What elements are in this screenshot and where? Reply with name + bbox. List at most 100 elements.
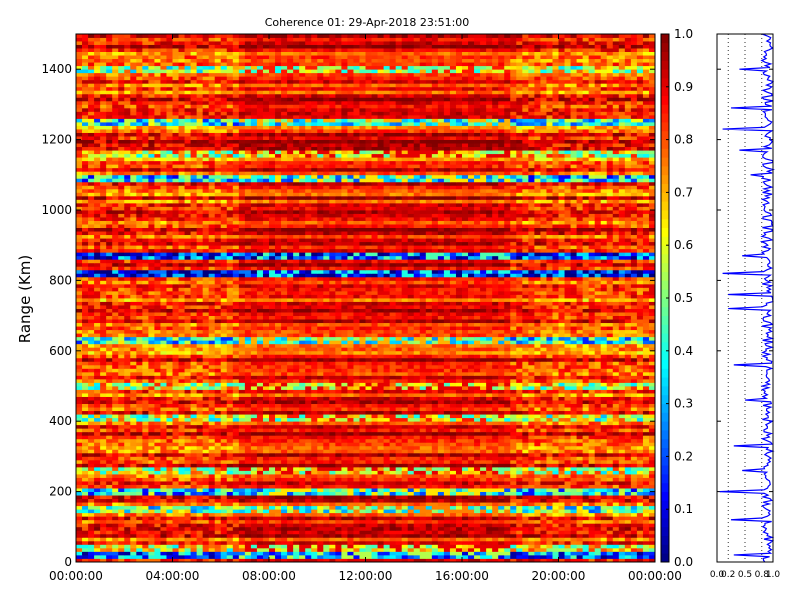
heatmap-cell: [486, 403, 493, 408]
heatmap-cell: [202, 417, 210, 422]
heatmap-cell: [377, 512, 384, 517]
heatmap-cell: [118, 558, 125, 563]
heatmap-cell: [76, 523, 83, 528]
heatmap-cell: [516, 378, 523, 383]
heatmap-cell: [172, 526, 179, 531]
heatmap-cell: [510, 396, 517, 401]
heatmap-cell: [504, 435, 511, 440]
heatmap-cell: [594, 414, 602, 419]
heatmap-cell: [100, 442, 107, 447]
heatmap-cell: [76, 481, 83, 485]
heatmap-cell: [299, 424, 306, 429]
heatmap-cell: [118, 410, 125, 415]
heatmap-cell: [395, 424, 403, 429]
heatmap-cell: [642, 523, 650, 528]
heatmap-cell: [281, 540, 288, 545]
heatmap-cell: [275, 410, 282, 415]
heatmap-cell: [437, 551, 445, 556]
heatmap-cell: [534, 396, 541, 401]
chart-title: Coherence 01: 29-Apr-2018 23:51:00: [265, 16, 470, 29]
heatmap-cell: [178, 491, 185, 496]
heatmap-cell: [570, 502, 577, 507]
heatmap-cell: [214, 530, 222, 535]
heatmap-cell: [124, 442, 131, 447]
heatmap-cell: [462, 386, 469, 390]
heatmap-cell: [136, 481, 143, 485]
heatmap-cell: [516, 463, 523, 468]
heatmap-cell: [588, 445, 596, 450]
heatmap-cell: [220, 533, 228, 538]
heatmap-cell: [190, 484, 198, 489]
heatmap-cell: [588, 459, 596, 464]
heatmap-cell: [106, 400, 113, 404]
heatmap-cell: [377, 502, 384, 507]
heatmap-cell: [431, 438, 439, 443]
heatmap-cell: [311, 431, 318, 436]
heatmap-cell: [648, 407, 656, 412]
heatmap-cell: [383, 459, 391, 464]
heatmap-cell: [311, 502, 318, 507]
heatmap-cell: [407, 428, 415, 433]
heatmap-cell: [389, 558, 397, 563]
heatmap-cell: [486, 470, 493, 475]
heatmap-cell: [347, 495, 354, 500]
heatmap-cell: [642, 445, 650, 450]
heatmap-cell: [395, 540, 403, 545]
heatmap-cell: [329, 396, 336, 401]
heatmap-cell: [624, 400, 632, 404]
heatmap-cell: [576, 530, 584, 535]
heatmap-cell: [540, 484, 547, 489]
heatmap-cell: [256, 438, 264, 443]
heatmap-cell: [94, 540, 101, 545]
heatmap-cell: [570, 530, 577, 535]
heatmap-cell: [244, 488, 252, 492]
heatmap-cell: [480, 512, 487, 517]
heatmap-cell: [190, 523, 198, 528]
heatmap-cell: [474, 417, 481, 422]
heatmap-cell: [383, 481, 391, 485]
heatmap-cell: [323, 396, 330, 401]
heatmap-cell: [208, 410, 216, 415]
heatmap-cell: [287, 505, 294, 510]
heatmap-cell: [112, 547, 119, 552]
heatmap-cell: [474, 445, 481, 450]
heatmap-cell: [208, 474, 216, 478]
heatmap-cell: [317, 477, 324, 482]
heatmap-cell: [576, 393, 584, 397]
heatmap-cell: [166, 400, 173, 404]
heatmap-cell: [425, 540, 433, 545]
heatmap-cell: [329, 470, 336, 475]
heatmap-cell: [564, 526, 571, 531]
heatmap-cell: [208, 382, 216, 387]
heatmap-cell: [299, 414, 306, 419]
heatmap-cell: [184, 526, 191, 531]
heatmap-cell: [606, 512, 614, 517]
heatmap-cell: [178, 477, 185, 482]
heatmap-cell: [232, 400, 240, 404]
heatmap-cell: [401, 400, 409, 404]
heatmap-cell: [588, 414, 596, 419]
heatmap-cell: [594, 452, 602, 457]
heatmap-cell: [202, 449, 210, 454]
heatmap-cell: [431, 533, 439, 538]
heatmap-cell: [642, 449, 650, 454]
heatmap-cell: [449, 428, 457, 433]
heatmap-cell: [431, 449, 439, 454]
heatmap-cell: [208, 481, 216, 485]
heatmap-cell: [455, 547, 463, 552]
heatmap-cell: [347, 421, 354, 426]
heatmap-cell: [76, 474, 83, 478]
heatmap-cell: [612, 428, 620, 433]
heatmap-cell: [522, 382, 529, 387]
heatmap-cell: [576, 491, 584, 496]
heatmap-cell: [275, 378, 282, 383]
heatmap-cell: [275, 544, 282, 549]
heatmap-cell: [202, 495, 210, 500]
heatmap-cell: [371, 378, 378, 383]
heatmap-cell: [293, 431, 300, 436]
heatmap-cell: [82, 445, 89, 450]
heatmap-cell: [642, 470, 650, 475]
heatmap-cell: [419, 512, 427, 517]
heatmap-cell: [594, 456, 602, 461]
heatmap-cell: [600, 466, 608, 471]
